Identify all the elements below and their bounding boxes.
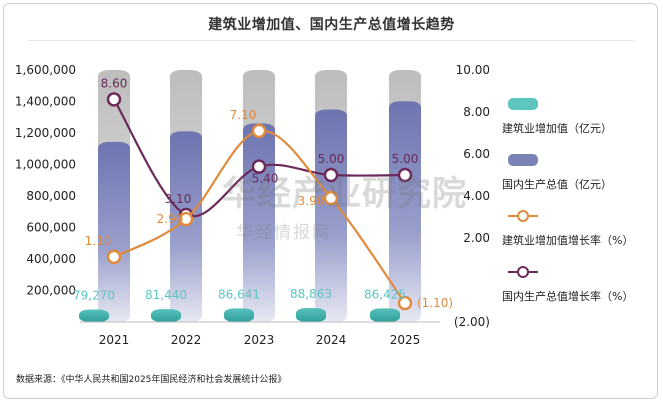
legend-item-construction-rate: 建筑业增加值增长率（%） bbox=[500, 208, 660, 262]
construction-value-label: 88,863 bbox=[290, 287, 332, 301]
construction-rate-point bbox=[106, 249, 122, 265]
legend-swatch-construction-bar bbox=[508, 98, 538, 110]
construction-bar bbox=[151, 309, 181, 322]
gdp-rate-label: 8.60 bbox=[101, 76, 128, 90]
x-tick-label: 2024 bbox=[316, 333, 347, 347]
legend-swatch-gdp-bar bbox=[508, 154, 538, 166]
y-tick-label-left: 1,600,000 bbox=[15, 63, 76, 77]
gdp-bar bbox=[389, 101, 421, 322]
y-tick-label-right: 10.00 bbox=[456, 63, 490, 77]
y-tick-label-left: 1,000,000 bbox=[15, 158, 76, 172]
gdp-bar bbox=[98, 141, 130, 322]
gdp-rate-point bbox=[251, 159, 267, 174]
y-tick-label-left: 1,200,000 bbox=[15, 126, 76, 140]
data-source-note: 数据来源：《中华人民共和国2025年国民经济和社会发展统计公报》 bbox=[16, 375, 287, 385]
construction-rate-label: 7.10 bbox=[230, 108, 257, 122]
legend-label: 国内生产总值增长率（%） bbox=[502, 290, 634, 303]
construction-rate-point bbox=[397, 295, 413, 311]
construction-bar bbox=[370, 308, 400, 322]
x-tick-label: 2021 bbox=[99, 333, 130, 347]
construction-rate-point bbox=[251, 123, 267, 139]
gdp-rate-point bbox=[106, 92, 122, 107]
construction-value-label: 86,641 bbox=[218, 287, 260, 301]
legend-label: 建筑业增加值（亿元） bbox=[502, 122, 612, 135]
gdp-rate-point bbox=[397, 167, 413, 183]
construction-bars bbox=[79, 308, 400, 322]
construction-bar bbox=[79, 309, 109, 322]
legend-item-construction-value: 建筑业增加值（亿元） bbox=[500, 96, 660, 150]
legend-item-gdp-value: 国内生产总值（亿元） bbox=[500, 152, 660, 206]
construction-value-label: 79,270 bbox=[73, 289, 115, 303]
construction-rate-label: (1.10) bbox=[417, 296, 453, 310]
construction-rate-label: 3.90 bbox=[298, 194, 325, 208]
data-labels: 79,270 81,440 86,641 88,863 86,425 8.60 3.10 5.… bbox=[73, 76, 453, 310]
construction-rate-label: 1.10 bbox=[85, 234, 112, 248]
left-axis: 200,000 400,000 600,000 800,000 1,000,000 1,2… bbox=[15, 63, 76, 298]
construction-rate-point bbox=[178, 211, 194, 227]
legend-swatch-construction-line bbox=[508, 210, 538, 222]
gdp-bar bbox=[315, 109, 347, 322]
x-axis: 2021 2022 2023 2024 2025 bbox=[99, 333, 421, 347]
y-tick-label-right: 6.00 bbox=[463, 147, 490, 161]
gdp-bar bbox=[170, 131, 202, 322]
y-tick-label-left: 800,000 bbox=[26, 189, 76, 203]
gdp-rate-label: 5.00 bbox=[392, 152, 419, 166]
y-tick-label-right: 8.00 bbox=[463, 105, 490, 119]
gdp-bars bbox=[98, 101, 421, 322]
legend-label: 国内生产总值（亿元） bbox=[502, 178, 612, 191]
x-tick-label: 2025 bbox=[390, 333, 421, 347]
legend-item-gdp-rate: 国内生产总值增长率（%） bbox=[500, 264, 660, 318]
construction-value-label: 81,440 bbox=[145, 288, 187, 302]
construction-bar bbox=[224, 308, 254, 322]
gdp-rate-label: 3.10 bbox=[165, 192, 192, 206]
gdp-rate-label: 5.40 bbox=[252, 172, 279, 186]
construction-bar bbox=[296, 308, 326, 322]
construction-rate-point bbox=[323, 190, 339, 206]
legend-label: 建筑业增加值增长率（%） bbox=[502, 234, 634, 247]
y-tick-label-left: 1,400,000 bbox=[15, 95, 76, 109]
right-axis: (2.00) 2.00 4.00 6.00 8.00 10.00 bbox=[454, 63, 490, 329]
chart-title: 建筑业增加值、国内生产总值增长趋势 bbox=[208, 17, 455, 33]
gdp-bar bbox=[243, 123, 275, 322]
title-divider bbox=[28, 40, 634, 41]
gdp-rate-point bbox=[323, 167, 339, 183]
y-tick-label-right: 4.00 bbox=[463, 189, 490, 203]
y-tick-label-left: 200,000 bbox=[26, 284, 76, 298]
rate-lines bbox=[106, 92, 413, 311]
gdp-rate-label: 5.00 bbox=[318, 152, 345, 166]
x-tick-label: 2023 bbox=[244, 333, 275, 347]
legend-swatch-gdp-line bbox=[508, 266, 538, 278]
construction-rate-label: 2.90 bbox=[157, 212, 184, 226]
y-tick-label-left: 400,000 bbox=[26, 252, 76, 266]
y-tick-label-right: (2.00) bbox=[454, 315, 490, 329]
construction-value-label: 86,425 bbox=[364, 287, 406, 301]
y-tick-label-left: 600,000 bbox=[26, 221, 76, 235]
x-tick-label: 2022 bbox=[171, 333, 202, 347]
gdp-rate-line bbox=[113, 98, 406, 218]
y-tick-label-right: 2.00 bbox=[463, 231, 490, 245]
